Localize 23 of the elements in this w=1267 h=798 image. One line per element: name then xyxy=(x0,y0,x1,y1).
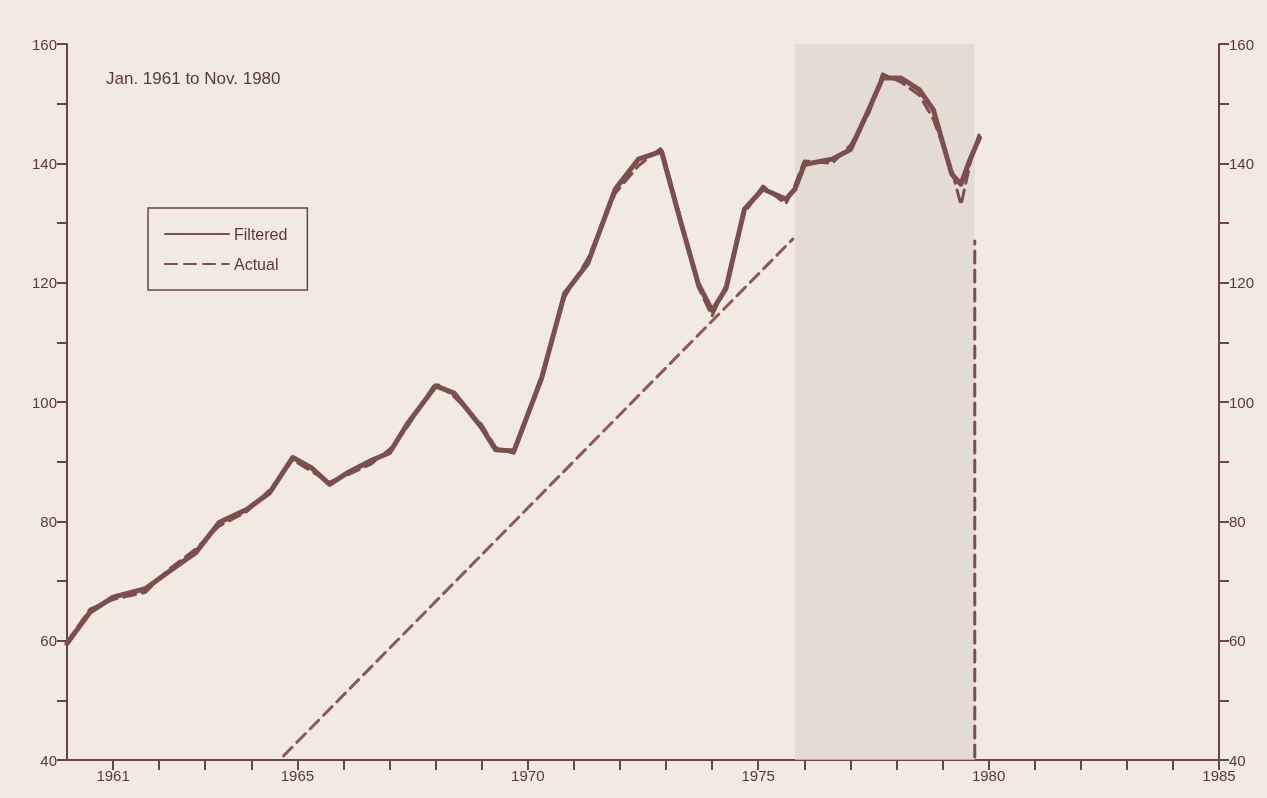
y2-tick-label: 160 xyxy=(1229,35,1255,53)
y-tick-label: 80 xyxy=(40,512,57,530)
x-tick-label: 1975 xyxy=(741,767,775,784)
y-tick-label: 140 xyxy=(31,154,57,172)
y-tick-label: 120 xyxy=(31,274,57,292)
y-tick-label: 60 xyxy=(40,632,57,650)
x-tick-label: 1985 xyxy=(1202,767,1236,784)
y-tick-label: 160 xyxy=(31,35,57,53)
legend-label: Filtered xyxy=(234,225,288,243)
y-tick-label: 100 xyxy=(31,393,57,411)
y2-tick-label: 120 xyxy=(1229,274,1255,292)
x-tick-label: 1980 xyxy=(971,767,1006,784)
legend-label: Actual xyxy=(234,255,279,273)
y-tick-label: 40 xyxy=(40,751,57,769)
x-tick-label: 1965 xyxy=(280,767,315,784)
y2-tick-label: 80 xyxy=(1229,512,1246,530)
x-tick-label: 1970 xyxy=(511,767,545,784)
annotation: Jan. 1961 to Nov. 1980 xyxy=(106,69,281,88)
y2-tick-label: 100 xyxy=(1229,393,1255,411)
y2-tick-label: 60 xyxy=(1229,632,1246,650)
y2-tick-label: 40 xyxy=(1229,751,1246,769)
x-tick-label: 1961 xyxy=(96,767,130,784)
y2-tick-label: 140 xyxy=(1229,154,1255,172)
